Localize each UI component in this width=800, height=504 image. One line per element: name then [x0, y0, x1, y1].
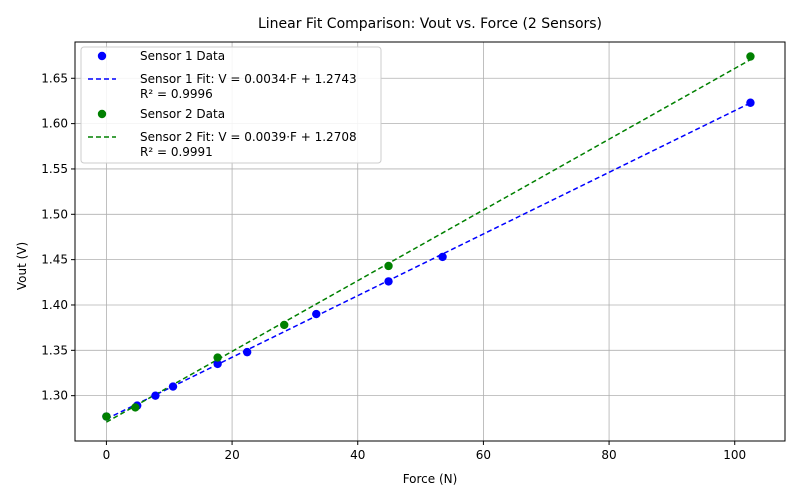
plot-frame: [74, 41, 786, 442]
data-point: [384, 277, 393, 286]
data-point: [131, 403, 140, 412]
legend-marker: [97, 51, 107, 61]
fit-line-3: [106, 58, 751, 423]
x-tick-label: 100: [723, 448, 746, 462]
legend-label: Sensor 1 Fit: V = 0.0034·F + 1.2743: [140, 72, 357, 86]
y-tick-label: 1.50: [41, 207, 68, 221]
legend-label: Sensor 2 Data: [140, 107, 225, 121]
data-point: [438, 252, 447, 262]
legend-label-r2: R² = 0.9996: [140, 87, 213, 101]
x-tick-label: 0: [103, 448, 111, 462]
y-tick-label: 1.60: [41, 117, 68, 131]
data-point: [168, 382, 178, 391]
data-point: [384, 261, 393, 271]
data-point: [242, 347, 252, 357]
y-tick-label: 1.45: [41, 253, 68, 267]
x-axis-label: Force (N): [403, 472, 458, 486]
y-tick-label: 1.30: [41, 389, 68, 403]
data-point: [151, 391, 160, 400]
y-tick-label: 1.35: [41, 343, 68, 357]
legend-marker: [97, 109, 107, 119]
data-point: [312, 309, 321, 319]
data-point: [280, 320, 289, 330]
data-point: [213, 353, 222, 362]
x-tick-label: 20: [224, 448, 239, 462]
data-point: [213, 359, 222, 369]
y-axis-label: Vout (V): [15, 242, 29, 290]
axes-layer: 0 20 40 60 80 100 1.30 1.35 1.40 1.45 1.50 1.55 1.60…: [41, 41, 786, 462]
y-tick-label: 1.55: [41, 162, 68, 176]
y-tick-label: 1.40: [41, 298, 68, 312]
y-tick-label: 1.65: [41, 71, 68, 85]
x-tick-label: 40: [350, 448, 365, 462]
legend-label: Sensor 2 Fit: V = 0.0039·F + 1.2708: [140, 130, 357, 144]
legend-label-r2: R² = 0.9991: [140, 145, 213, 159]
legend-box: [80, 46, 382, 164]
data-point: [746, 52, 755, 61]
x-tick-label: 80: [601, 448, 616, 462]
grid-layer: [75, 42, 785, 441]
legend: Sensor 1 Data Sensor 1 Fit: V = 0.0034·F …: [80, 46, 382, 164]
marks-layer: [102, 52, 755, 423]
chart-title: Linear Fit Comparison: Vout vs. Force (2…: [258, 16, 602, 32]
data-point: [746, 98, 755, 107]
x-tick-label: 60: [476, 448, 491, 462]
legend-label: Sensor 1 Data: [140, 49, 225, 63]
data-point: [102, 412, 111, 421]
